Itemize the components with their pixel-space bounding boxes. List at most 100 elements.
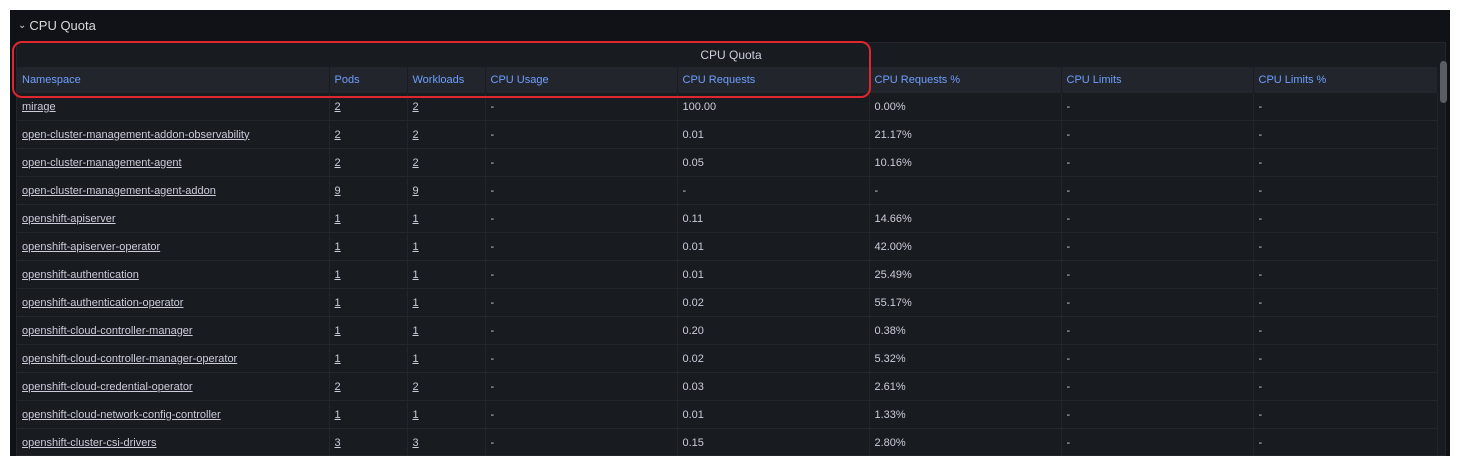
cpu-usage-cell: - [485, 176, 678, 205]
workloads-cell: 2 [407, 372, 486, 401]
workloads-link[interactable]: 1 [412, 324, 419, 337]
workloads-link[interactable]: 9 [412, 184, 419, 197]
pods-cell: 1 [329, 316, 408, 345]
cpu-requests-cell: 0.01 [677, 232, 870, 261]
workloads-cell: 1 [407, 260, 486, 289]
panel-title[interactable]: CPU Quota [700, 48, 762, 62]
namespace-link[interactable]: openshift-authentication-operator [22, 296, 184, 309]
namespace-cell: openshift-cloud-controller-manager [17, 316, 330, 345]
namespace-link[interactable]: openshift-cloud-credential-operator [22, 380, 193, 393]
cpu-limits-pct-cell: - [1253, 344, 1438, 373]
pods-cell: 2 [329, 120, 408, 149]
pods-link[interactable]: 2 [334, 100, 341, 113]
namespace-link[interactable]: openshift-apiserver-operator [22, 240, 161, 253]
cpu-limits-pct-cell: - [1253, 204, 1438, 233]
pods-cell: 2 [329, 372, 408, 401]
pods-cell: 2 [329, 148, 408, 177]
namespace-link[interactable]: openshift-cloud-controller-manager-opera… [22, 352, 238, 365]
namespace-link[interactable]: openshift-cluster-csi-drivers [22, 436, 157, 449]
cpu-limits-cell: - [1061, 316, 1254, 345]
column-header-cpu-requests[interactable]: CPU Requests [677, 67, 870, 93]
cpu-requests-pct-cell: 55.17% [869, 288, 1062, 317]
table-scrollbar[interactable] [1440, 61, 1447, 419]
pods-cell: 1 [329, 288, 408, 317]
cpu-requests-pct-cell: 25.49% [869, 260, 1062, 289]
cpu-usage-cell: - [485, 400, 678, 429]
namespace-link[interactable]: open-cluster-management-agent-addon [22, 184, 216, 197]
table-row: openshift-cloud-credential-operator 2 2-0.… [17, 372, 1438, 401]
pods-cell: 3 [329, 428, 408, 455]
column-header-cpu-usage[interactable]: CPU Usage [485, 67, 678, 93]
cpu-requests-pct-cell: 5.32% [869, 344, 1062, 373]
pods-link[interactable]: 1 [334, 408, 341, 421]
namespace-cell: openshift-apiserver [17, 204, 330, 233]
cpu-limits-cell: - [1061, 176, 1254, 205]
workloads-link[interactable]: 2 [412, 128, 419, 141]
cpu-limits-pct-cell: - [1253, 260, 1438, 289]
cpu-limits-cell: - [1061, 400, 1254, 429]
cpu-limits-pct-cell: - [1253, 372, 1438, 401]
table-row: open-cluster-management-agent-addon 9 9- - -… [17, 176, 1438, 205]
namespace-link[interactable]: openshift-cloud-controller-manager [22, 324, 193, 337]
workloads-link[interactable]: 1 [412, 408, 419, 421]
pods-link[interactable]: 2 [334, 380, 341, 393]
cpu-limits-cell: - [1061, 260, 1254, 289]
pods-link[interactable]: 9 [334, 184, 341, 197]
workloads-link[interactable]: 1 [412, 240, 419, 253]
cpu-requests-pct-cell: 42.00% [869, 232, 1062, 261]
cpu-requests-pct-cell: 2.61% [869, 372, 1062, 401]
workloads-cell: 1 [407, 400, 486, 429]
column-header-pods[interactable]: Pods [329, 67, 408, 93]
pods-link[interactable]: 1 [334, 296, 341, 309]
column-header-namespace[interactable]: Namespace [17, 67, 330, 93]
workloads-link[interactable]: 2 [412, 156, 419, 169]
namespace-link[interactable]: mirage [22, 100, 56, 113]
scrollbar-thumb[interactable] [1440, 61, 1447, 103]
namespace-link[interactable]: openshift-authentication [22, 268, 139, 281]
cpu-usage-cell: - [485, 344, 678, 373]
namespace-cell: openshift-cluster-csi-drivers [17, 428, 330, 455]
cpu-limits-pct-cell: - [1253, 232, 1438, 261]
workloads-link[interactable]: 1 [412, 296, 419, 309]
table-row: openshift-cloud-controller-manager-opera… [17, 344, 1438, 373]
column-header-workloads[interactable]: Workloads [407, 67, 486, 93]
pods-link[interactable]: 2 [334, 128, 341, 141]
cpu-usage-cell: - [485, 288, 678, 317]
pods-link[interactable]: 1 [334, 212, 341, 225]
workloads-link[interactable]: 3 [412, 436, 419, 449]
pods-link[interactable]: 1 [334, 352, 341, 365]
cpu-limits-cell: - [1061, 120, 1254, 149]
namespace-link[interactable]: openshift-apiserver [22, 212, 116, 225]
pods-cell: 1 [329, 400, 408, 429]
pods-cell: 1 [329, 232, 408, 261]
namespace-link[interactable]: open-cluster-management-agent [22, 156, 182, 169]
namespace-cell: open-cluster-management-agent-addon [17, 176, 330, 205]
workloads-link[interactable]: 2 [412, 380, 419, 393]
pods-cell: 1 [329, 260, 408, 289]
cpu-requests-cell: 0.15 [677, 428, 870, 455]
cpu-requests-cell: 0.11 [677, 204, 870, 233]
pods-link[interactable]: 1 [334, 240, 341, 253]
column-header-cpu-requests-pct[interactable]: CPU Requests % [869, 67, 1062, 93]
pods-link[interactable]: 1 [334, 268, 341, 281]
namespace-link[interactable]: openshift-cloud-network-config-controlle… [22, 408, 221, 421]
workloads-link[interactable]: 1 [412, 352, 419, 365]
namespace-link[interactable]: open-cluster-management-addon-observabil… [22, 128, 250, 141]
pods-link[interactable]: 2 [334, 156, 341, 169]
pods-cell: 1 [329, 204, 408, 233]
workloads-link[interactable]: 2 [412, 100, 419, 113]
pods-link[interactable]: 3 [334, 436, 341, 449]
workloads-link[interactable]: 1 [412, 268, 419, 281]
workloads-link[interactable]: 1 [412, 212, 419, 225]
row-collapse-toggle[interactable]: ⌄ CPU Quota [18, 14, 96, 36]
table-row: openshift-apiserver 1 1-0.11 14.66% - - [17, 204, 1438, 233]
cpu-limits-cell: - [1061, 92, 1254, 121]
cpu-usage-cell: - [485, 316, 678, 345]
column-header-cpu-limits[interactable]: CPU Limits [1061, 67, 1254, 93]
cpu-quota-panel: CPU Quota Namespace Pods Workloads CPU U… [16, 42, 1446, 456]
namespace-cell: openshift-authentication-operator [17, 288, 330, 317]
table-row: openshift-cloud-controller-manager 1 1-0.2… [17, 316, 1438, 345]
pods-link[interactable]: 1 [334, 324, 341, 337]
column-header-cpu-limits-pct[interactable]: CPU Limits % [1253, 67, 1438, 93]
table-row: openshift-authentication-operator 1 1-0.02… [17, 288, 1438, 317]
